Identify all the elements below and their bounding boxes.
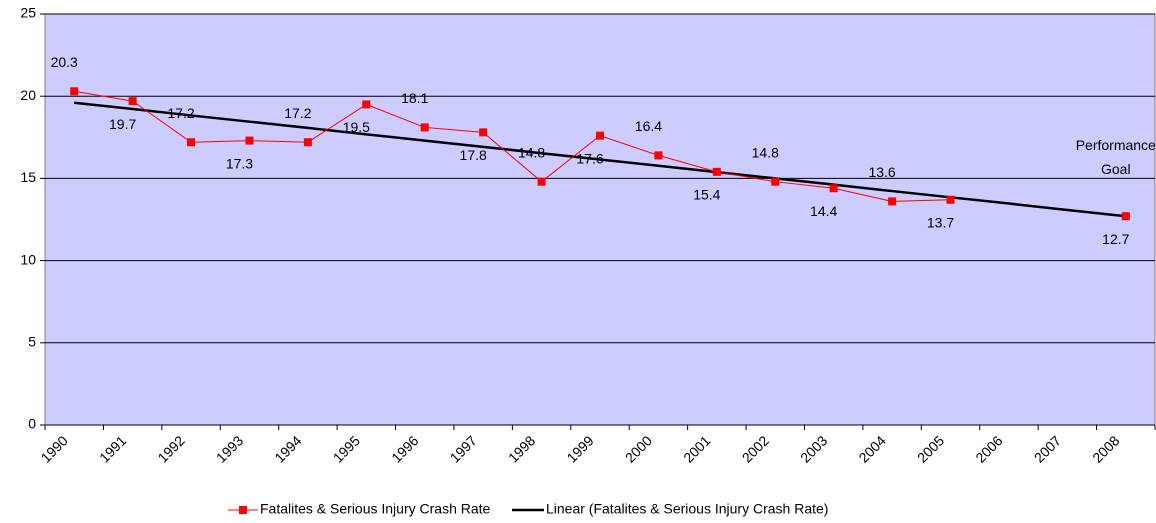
annotation: Goal xyxy=(1101,161,1131,177)
legend-marker xyxy=(239,506,247,514)
data-point xyxy=(888,197,897,206)
data-point xyxy=(712,167,721,176)
data-point xyxy=(537,177,546,186)
x-tick-label: 2005 xyxy=(914,432,947,465)
y-tick-label: 0 xyxy=(28,416,36,432)
data-label: 20.3 xyxy=(51,54,78,70)
x-tick-label: 1996 xyxy=(388,432,421,465)
x-tick-label: 1990 xyxy=(38,432,71,465)
x-tick-label: 2007 xyxy=(1031,432,1064,465)
x-tick-label: 1992 xyxy=(154,432,187,465)
data-point xyxy=(362,100,371,109)
data-label: 17.2 xyxy=(167,105,194,121)
data-line xyxy=(74,90,951,202)
data-label: 16.4 xyxy=(635,118,662,134)
x-tick-label: 1994 xyxy=(271,432,304,465)
legend-label: Linear (Fatalites & Serious Injury Crash… xyxy=(546,501,828,517)
y-tick-label: 25 xyxy=(20,5,36,21)
x-tick-label: 2008 xyxy=(1089,432,1122,465)
data-label: 14.8 xyxy=(752,144,779,160)
data-label: 14.8 xyxy=(518,144,545,160)
x-tick-label: 2002 xyxy=(739,432,772,465)
data-label: 17.8 xyxy=(460,147,487,163)
y-tick-label: 15 xyxy=(20,169,36,185)
data-label: 19.5 xyxy=(343,119,370,135)
data-point xyxy=(771,177,780,186)
data-point xyxy=(70,87,79,96)
x-tick-label: 2001 xyxy=(680,432,713,465)
x-tick-label: 1991 xyxy=(96,432,129,465)
data-point xyxy=(245,136,254,145)
legend-label: Fatalites & Serious Injury Crash Rate xyxy=(260,501,491,517)
data-point xyxy=(128,97,137,106)
x-tick-label: 2000 xyxy=(622,432,655,465)
data-point xyxy=(420,123,429,132)
y-tick-label: 20 xyxy=(20,87,36,103)
data-label: 17.6 xyxy=(576,150,603,166)
data-point xyxy=(303,138,312,147)
x-tick-label: 1993 xyxy=(213,432,246,465)
data-point xyxy=(946,195,955,204)
data-label: 18.1 xyxy=(401,90,428,106)
data-point xyxy=(596,131,604,140)
y-tick-label: 5 xyxy=(28,334,36,350)
data-label: 13.7 xyxy=(927,214,954,230)
plot-area xyxy=(44,13,1156,426)
x-tick-label: 1995 xyxy=(330,432,363,465)
data-point xyxy=(1121,212,1130,221)
x-tick-label: 1998 xyxy=(505,432,538,465)
x-tick-label: 2004 xyxy=(856,432,889,465)
data-point xyxy=(479,128,488,137)
data-label: 14.4 xyxy=(810,203,837,219)
data-point xyxy=(829,184,838,193)
data-point xyxy=(187,138,196,147)
data-label: 15.4 xyxy=(693,187,720,203)
x-tick-label: 1999 xyxy=(563,432,596,465)
x-tick-label: 1997 xyxy=(447,432,480,465)
data-label: 19.7 xyxy=(109,116,136,132)
x-tick-label: 2006 xyxy=(972,432,1005,465)
x-tick-label: 2003 xyxy=(797,432,830,465)
y-tick-label: 10 xyxy=(20,251,36,267)
data-point xyxy=(654,151,663,160)
data-label: 17.3 xyxy=(226,155,253,171)
data-label: 17.2 xyxy=(284,105,311,121)
data-label: 12.7 xyxy=(1102,231,1129,247)
annotation: Performance xyxy=(1076,137,1156,153)
data-label: 13.6 xyxy=(868,164,895,180)
